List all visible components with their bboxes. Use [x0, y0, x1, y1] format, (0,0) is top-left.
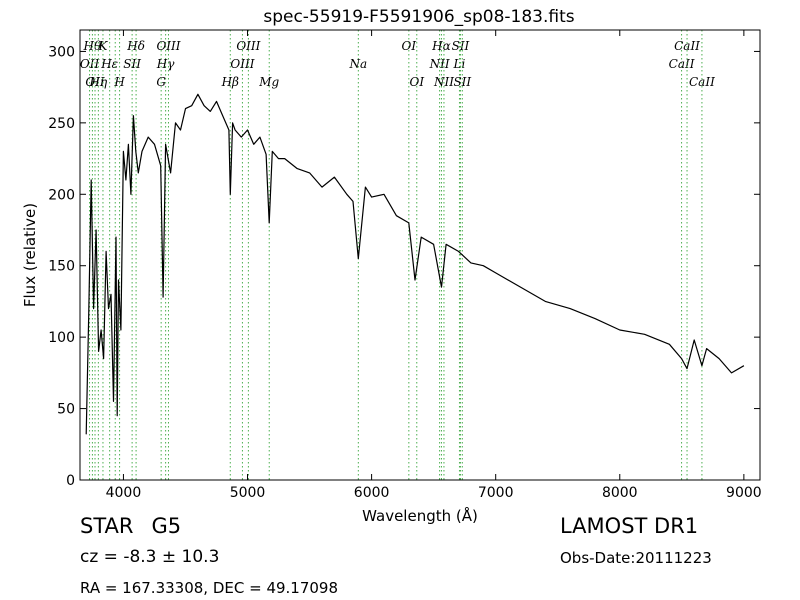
line-label: Mg [258, 75, 279, 89]
line-label: K [97, 39, 108, 53]
line-label: OII [80, 57, 100, 71]
y-tick-label: 250 [48, 116, 75, 132]
plot-frame [79, 29, 761, 481]
line-label: NII [429, 57, 450, 71]
line-label: Li [453, 57, 466, 71]
spectrum-series [85, 93, 745, 435]
line-label: CaII [669, 57, 695, 71]
line-label: Hα [431, 39, 451, 53]
chart-title: spec-55919-F5591906_sp08-183.fits [263, 7, 574, 27]
survey-name: LAMOST DR1 [560, 514, 699, 538]
x-tick-label: 5000 [230, 485, 266, 501]
observation-date: Obs-Date:20111223 [560, 549, 712, 567]
line-label: G [156, 75, 166, 89]
line-label: SII [452, 39, 470, 53]
redshift-text: cz = -8.3 ± 10.3 [80, 547, 220, 567]
coordinates-text: RA = 167.33308, DEC = 49.17098 [80, 579, 339, 597]
line-label: Hδ [126, 39, 145, 53]
y-tick-label: 150 [48, 259, 75, 275]
subclass-label: G5 [151, 514, 182, 538]
x-tick-label: 4000 [106, 485, 142, 501]
y-tick-label: 300 [48, 44, 75, 60]
object-class: STAR G5 [80, 514, 181, 538]
spectrum-line [85, 93, 745, 435]
line-label: NII [433, 75, 454, 89]
line-label: SII [453, 75, 471, 89]
y-axis-label: Flux (relative) [21, 203, 39, 307]
line-label: Hγ [156, 57, 175, 71]
y-tick-label: 0 [66, 473, 75, 489]
line-label: OIII [236, 39, 260, 53]
line-label: Hη [89, 75, 108, 89]
x-tick-label: 8000 [602, 485, 638, 501]
x-tick-label: 9000 [726, 485, 762, 501]
line-label: SII [123, 57, 141, 71]
line-label: Na [349, 57, 368, 71]
spectral-line-markers: OIIHθOIIHηKHεHSIIHδGHγOIIIHβOIIIOIIIMgNa… [80, 30, 715, 480]
line-label: Hε [100, 57, 118, 71]
line-label: OI [409, 75, 424, 89]
class-label: STAR [80, 514, 134, 538]
y-tick-label: 100 [48, 330, 75, 346]
y-tick-label: 50 [57, 402, 75, 418]
y-tick-label: 200 [48, 187, 75, 203]
line-label: CaII [674, 39, 700, 53]
line-label: OIII [230, 57, 254, 71]
line-label: OII [85, 75, 105, 89]
x-tick-label: 6000 [354, 485, 390, 501]
x-tick-label: 7000 [478, 485, 514, 501]
x-axis-label: Wavelength (Å) [362, 506, 478, 525]
line-label: OIII [156, 39, 180, 53]
axis-ticks: 4000 5000 6000 7000 8000 9000 0 50 100 150 200 250 3… [48, 30, 762, 501]
line-label: CaII [689, 75, 715, 89]
line-label: H [113, 75, 125, 89]
line-label: Hθ [83, 39, 102, 53]
line-label: Hβ [221, 75, 239, 89]
line-label: OI [402, 39, 417, 53]
